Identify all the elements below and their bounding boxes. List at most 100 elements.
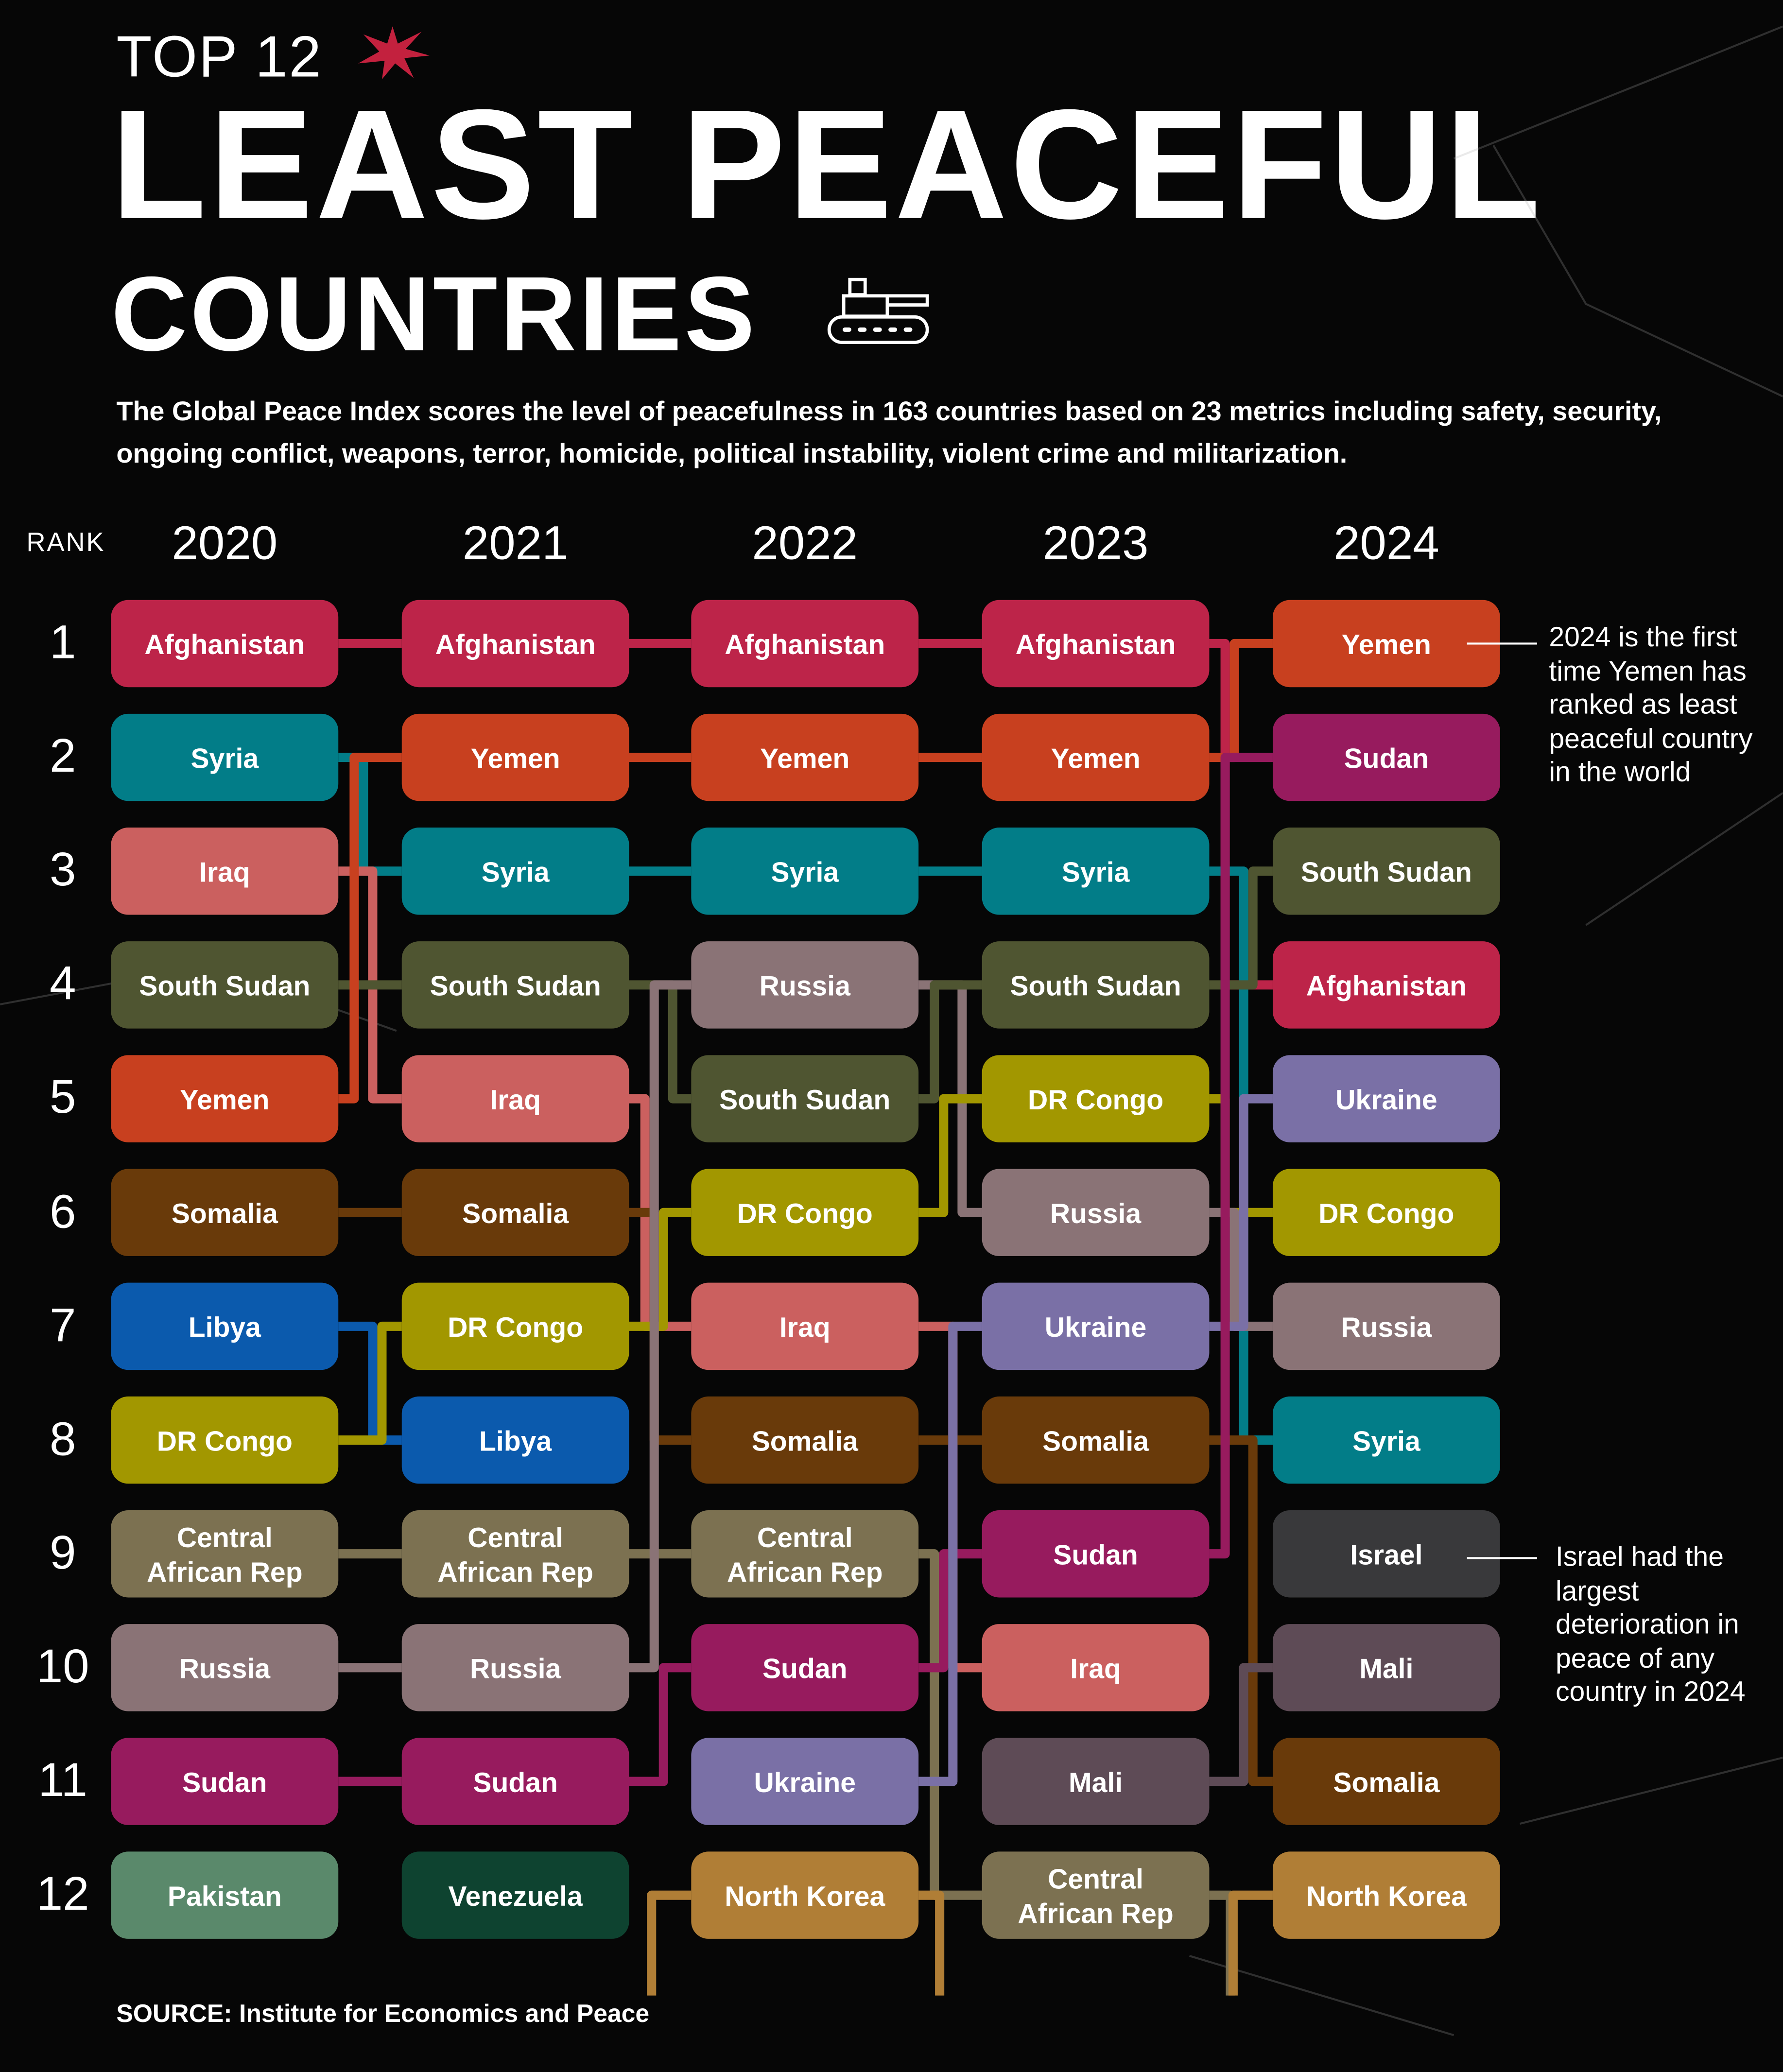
country-label: Yemen — [1051, 743, 1140, 774]
country-box: Syria — [401, 828, 629, 915]
year-header-2021: 2021 — [462, 515, 569, 570]
title-line-2-text: COUNTRIES — [111, 255, 758, 373]
country-label: Afghanistan — [144, 629, 305, 660]
tank-icon — [828, 277, 930, 344]
country-box: Yemen — [401, 713, 629, 801]
country-box: Ukraine — [691, 1738, 919, 1825]
starburst-icon — [358, 26, 430, 80]
rank-number: 9 — [49, 1524, 76, 1579]
country-box: Yemen — [1272, 600, 1500, 688]
country-label: Mali — [1359, 1654, 1413, 1685]
country-box: Iraq — [982, 1624, 1210, 1711]
country-label: Sudan — [1053, 1539, 1138, 1571]
country-box: Libya — [401, 1396, 629, 1484]
country-label: African Rep — [727, 1557, 883, 1588]
country-label: Russia — [760, 971, 851, 1002]
connector-line — [629, 980, 692, 1673]
connector-line — [918, 1094, 982, 1217]
connector-line — [918, 1549, 982, 1900]
country-box: Yemen — [982, 713, 1210, 801]
connector-line — [1209, 866, 1273, 990]
connector-line — [338, 753, 402, 1104]
country-label: Iraq — [490, 1085, 541, 1116]
country-label: Ukraine — [1335, 1085, 1437, 1116]
country-box: Mali — [982, 1738, 1210, 1825]
country-label: Libya — [189, 1312, 261, 1343]
country-box: Afghanistan — [1272, 941, 1500, 1029]
country-box: Mali — [1272, 1624, 1500, 1711]
country-label: Sudan — [473, 1767, 558, 1798]
country-label: African Rep — [1018, 1898, 1174, 1929]
country-label: Central — [1048, 1864, 1143, 1895]
country-label: Somalia — [752, 1426, 859, 1457]
country-label: Yemen — [180, 1085, 269, 1116]
source: SOURCE: Institute for Economics and Peac… — [116, 2001, 650, 2029]
rank-number: 1 — [49, 614, 76, 669]
country-label: Afghanistan — [725, 629, 885, 660]
country-box: Afghanistan — [111, 600, 339, 688]
country-label: Central — [757, 1522, 853, 1554]
country-box: DR Congo — [111, 1396, 339, 1484]
country-label: Somalia — [1042, 1426, 1149, 1457]
country-box: South Sudan — [691, 1055, 919, 1142]
country-label: Syria — [1352, 1426, 1421, 1457]
year-header-2023: 2023 — [1042, 515, 1149, 570]
country-label: Yemen — [471, 743, 560, 774]
connector-line — [338, 1321, 402, 1445]
country-label: DR Congo — [1318, 1198, 1454, 1229]
country-box: Sudan — [1272, 713, 1500, 801]
country-label: Afghanistan — [1306, 971, 1467, 1002]
connector-line — [629, 980, 692, 1104]
country-box: South Sudan — [111, 941, 339, 1029]
title-line-1: LEAST PEACEFUL — [111, 78, 1543, 253]
entry-line — [1228, 1890, 1273, 1996]
country-box: Israel — [1272, 1510, 1500, 1598]
country-label: Iraq — [779, 1312, 831, 1343]
annotation-israel: Israel had the largest deterioration in … — [1555, 1542, 1746, 1708]
rank-number: 4 — [49, 956, 76, 1010]
year-header-2024: 2024 — [1333, 515, 1439, 570]
country-box: Somalia — [111, 1169, 339, 1256]
country-box: South Sudan — [982, 941, 1210, 1029]
country-label: Russia — [1341, 1312, 1433, 1343]
country-label: Somalia — [1333, 1767, 1440, 1798]
country-box: Sudan — [982, 1510, 1210, 1598]
country-box: Iraq — [691, 1282, 919, 1370]
country-box: Sudan — [691, 1624, 919, 1711]
country-box: Syria — [691, 828, 919, 915]
connector-line — [338, 753, 402, 876]
country-label: Central — [177, 1522, 273, 1554]
country-box: Iraq — [111, 828, 339, 915]
year-header-2022: 2022 — [752, 515, 858, 570]
connector-line — [918, 980, 982, 1104]
rank-number: 10 — [36, 1639, 89, 1693]
country-label: North Korea — [725, 1881, 885, 1912]
country-label: Syria — [190, 743, 259, 774]
rank-number: 5 — [49, 1070, 76, 1124]
country-label: DR Congo — [737, 1198, 873, 1229]
country-label: African Rep — [147, 1557, 303, 1588]
country-box: Yemen — [691, 713, 919, 801]
connector-line — [918, 1321, 982, 1786]
country-box: Syria — [1272, 1396, 1500, 1484]
country-label: Somalia — [462, 1198, 569, 1229]
country-box: Somalia — [691, 1396, 919, 1484]
country-box: Russia — [982, 1169, 1210, 1256]
connector-line — [338, 1321, 402, 1445]
entry-line — [647, 1890, 692, 1996]
connector-line — [1209, 753, 1273, 1559]
country-box: Sudan — [401, 1738, 629, 1825]
country-label: Sudan — [182, 1767, 267, 1798]
country-box: Sudan — [111, 1738, 339, 1825]
country-box: Somalia — [982, 1396, 1210, 1484]
country-label: South Sudan — [430, 971, 601, 1002]
country-label: Sudan — [1344, 743, 1429, 774]
country-label: Venezuela — [449, 1881, 583, 1912]
country-box: Afghanistan — [401, 600, 629, 688]
rank-number: 12 — [36, 1866, 89, 1920]
country-label: South Sudan — [719, 1085, 890, 1116]
country-label: Mali — [1069, 1767, 1123, 1798]
